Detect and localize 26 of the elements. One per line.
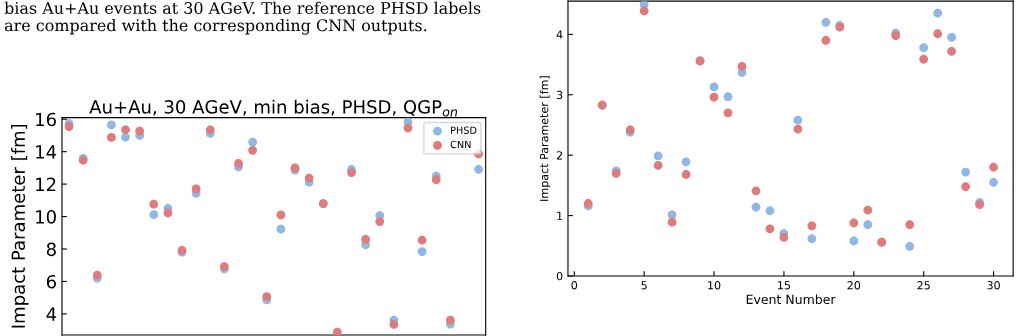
y-tick-label: 12 [36,177,56,191]
y-tick-label: 8 [46,242,56,257]
y-tick-label: 1 [557,211,563,220]
y-axis-title: Impact Parameter [fm] [539,76,551,201]
x-tick-label: 0 [571,281,578,290]
y-axis-title: Impact Parameter [fm] [11,124,29,328]
x-tick-label: 25 [917,281,930,290]
y-tick-label: 16 [36,112,56,127]
y-tick-label: 3 [556,90,563,100]
x-tick-label: 15 [778,281,791,290]
chart-title: Au+Au, 30 AGeV, min bias, PHSD, QGP$_{on}$ [89,99,458,117]
x-tick-label: 20 [847,281,861,290]
y-tick-label: 6 [46,274,56,289]
y-tick-label: 4 [556,30,563,39]
legend-label: PHSD [451,126,477,134]
y-tick-label: 10 [36,210,56,224]
x-tick-label: 10 [708,281,721,290]
y-tick-label: 4 [46,307,57,321]
x-tick-label: 30 [987,281,1000,290]
text: bias Au+Au events at 30 AGeV. The reference PHSD labels are compared with the corresponding CNN outputs. [4,1,481,35]
y-tick-label: 14 [36,145,57,159]
x-axis-title: Event Number [746,294,836,305]
x-tick-label: 5 [641,281,647,290]
y-tick-label: 2 [556,151,563,160]
legend-label: CNN [450,140,471,149]
y-tick-label: 0 [556,271,563,281]
